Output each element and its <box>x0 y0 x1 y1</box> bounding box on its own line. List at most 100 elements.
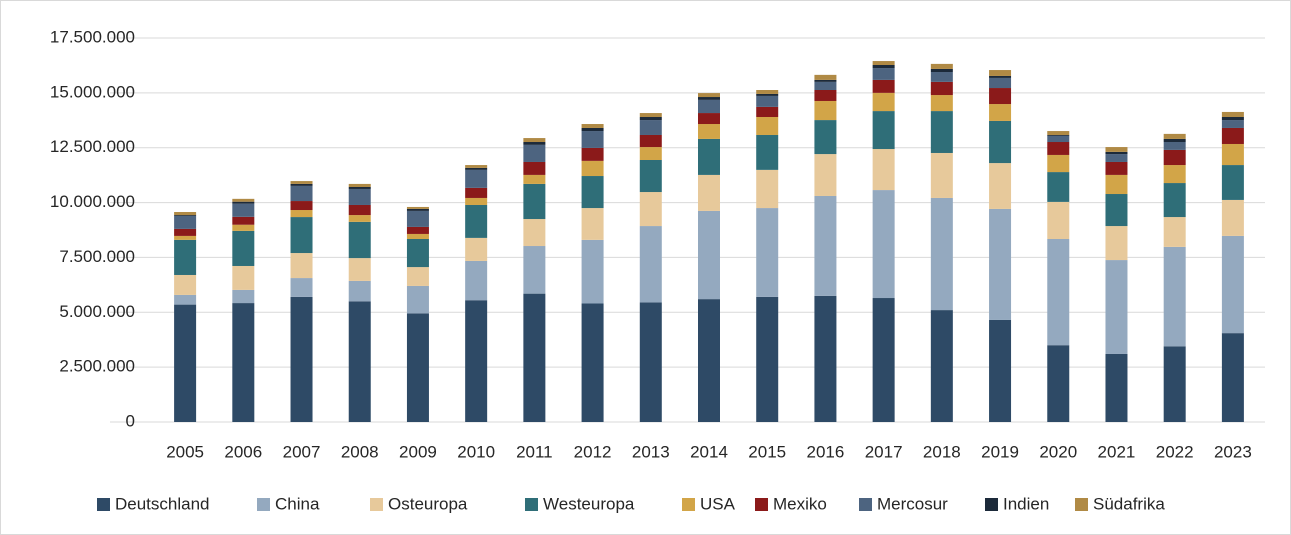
legend-label: Indien <box>1003 494 1049 513</box>
bar-segment <box>1163 246 1186 347</box>
bar-segment <box>1221 120 1244 128</box>
bar-segment <box>1221 116 1244 121</box>
legend-label: Deutschland <box>115 494 210 513</box>
bar-segment <box>1105 353 1128 422</box>
bar-segment <box>174 215 197 229</box>
legend-swatch <box>985 498 998 511</box>
bar-segment <box>348 301 371 422</box>
bar-segment <box>989 120 1012 164</box>
bar-segment <box>581 303 604 422</box>
bar-segment <box>465 167 488 170</box>
bar-segment <box>523 183 546 220</box>
bar-segment <box>989 104 1012 121</box>
bar-segment <box>523 174 546 184</box>
bar-segment <box>698 299 720 422</box>
bar-segment <box>756 296 779 422</box>
bar-segment <box>348 258 371 281</box>
bar-segment <box>581 131 604 148</box>
bar-segment <box>232 289 255 304</box>
legend-swatch <box>859 498 872 511</box>
bar-segment <box>872 79 895 93</box>
bar-segment <box>406 285 429 314</box>
bar-segment <box>290 183 313 186</box>
bar-segment <box>1047 345 1070 422</box>
bar-segment <box>930 68 953 73</box>
bar-segment <box>348 280 371 302</box>
bar-segment <box>930 197 953 311</box>
legend-label: Osteuropa <box>388 494 468 513</box>
bar-segment <box>1105 147 1128 152</box>
x-tick-label: 2023 <box>1214 442 1252 461</box>
bar-segment <box>639 120 662 135</box>
bar-segment <box>814 74 837 80</box>
bar-segment <box>814 295 837 422</box>
bar-segment <box>232 198 255 202</box>
bar-segment <box>930 63 953 69</box>
x-tick-label: 2022 <box>1156 442 1194 461</box>
bar-segment <box>232 216 255 225</box>
legend-label: Mexiko <box>773 494 827 513</box>
bar-segment <box>639 147 662 161</box>
bar-segment <box>1163 183 1186 218</box>
x-tick-label: 2014 <box>690 442 728 461</box>
bar-segment <box>232 303 255 422</box>
bar-segment <box>989 208 1012 320</box>
bar-segment <box>930 310 953 422</box>
bar-segment <box>756 93 779 96</box>
bar-segment <box>814 100 837 121</box>
x-tick-label: 2011 <box>516 442 553 461</box>
bar-segment <box>872 298 895 422</box>
x-tick-label: 2015 <box>748 442 786 461</box>
bar-segment <box>465 165 488 168</box>
y-tick-label: 10.000.000 <box>50 192 135 211</box>
bar-segment <box>290 278 313 297</box>
bar-segment <box>698 138 720 175</box>
legend-swatch <box>755 498 768 511</box>
bar-segment <box>523 161 546 175</box>
bar-segment <box>406 233 429 239</box>
bar-segment <box>232 230 255 266</box>
bar-segment <box>465 300 488 422</box>
bar-segment <box>639 192 662 227</box>
x-tick-label: 2010 <box>457 442 495 461</box>
bar-segment <box>1105 151 1128 155</box>
bar-segment <box>1105 161 1128 175</box>
bar-segment <box>523 246 546 294</box>
bar-segment <box>174 215 197 216</box>
x-tick-label: 2019 <box>981 442 1019 461</box>
bar-segment <box>1047 201 1070 239</box>
bar-segment <box>523 144 546 162</box>
legend-label: Mercosur <box>877 494 948 513</box>
bar-segment <box>290 185 313 202</box>
bar-segment <box>581 147 604 161</box>
bar-segment <box>290 210 313 218</box>
legend-swatch <box>257 498 270 511</box>
bar-segment <box>1163 149 1186 166</box>
bar-segment <box>930 95 953 112</box>
bar-segment <box>872 190 895 299</box>
bar-segment <box>1163 217 1186 247</box>
bar-segment <box>581 176 604 209</box>
bar-segment <box>406 210 429 227</box>
bar-segment <box>698 93 720 98</box>
bar-segment <box>756 90 779 94</box>
bar-segment <box>639 160 662 193</box>
bar-segment <box>639 302 662 422</box>
x-tick-label: 2018 <box>923 442 961 461</box>
bar-segment <box>989 75 1012 78</box>
bar-segment <box>174 239 197 275</box>
bar-segment <box>232 265 255 290</box>
bar-segment <box>174 274 197 295</box>
bar-segment <box>1047 238 1070 346</box>
bar-segment <box>581 239 604 304</box>
bar-segment <box>348 188 371 205</box>
bar-segment <box>290 296 313 422</box>
bar-segment <box>232 224 255 231</box>
bar-segment <box>1105 154 1128 162</box>
bar-segment <box>232 201 255 204</box>
bar-segment <box>1047 154 1070 173</box>
bar-segment <box>1047 135 1070 143</box>
bar-segment <box>406 206 429 209</box>
bar-segment <box>232 203 255 217</box>
